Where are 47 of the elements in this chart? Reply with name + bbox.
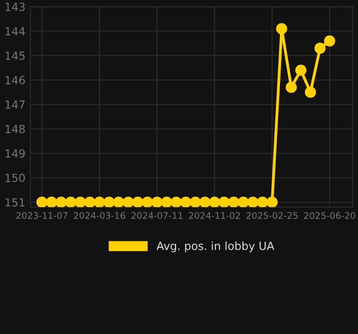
point xyxy=(56,196,67,208)
point xyxy=(218,196,230,208)
point xyxy=(276,23,288,34)
point xyxy=(295,64,306,76)
point xyxy=(247,196,258,208)
point xyxy=(228,196,240,208)
y-tick-label: 151 xyxy=(6,198,25,207)
x-tick-label: 2024-03-16 xyxy=(74,212,126,219)
x-tick-label: 2024-07-11 xyxy=(131,212,182,219)
x-tick-label: 2023-11-07 xyxy=(16,212,68,219)
point xyxy=(286,82,297,93)
point xyxy=(94,196,106,208)
point xyxy=(65,196,76,208)
point xyxy=(199,196,211,208)
point xyxy=(170,196,182,208)
y-tick-label: 145 xyxy=(6,52,25,60)
point xyxy=(46,196,58,208)
point xyxy=(304,86,316,98)
point xyxy=(180,196,192,208)
point xyxy=(113,196,124,208)
point xyxy=(142,196,153,208)
legend-label: Avg. pos. in lobby UA xyxy=(156,241,274,252)
point xyxy=(256,196,268,208)
point xyxy=(84,196,96,208)
x-tick-label: 2025-06-20 xyxy=(304,212,356,219)
y-tick-label: 150 xyxy=(6,174,25,182)
y-tick-label: 144 xyxy=(6,27,25,36)
y-tick-label: 143 xyxy=(6,2,25,12)
point xyxy=(266,196,278,208)
point xyxy=(36,196,48,208)
point xyxy=(324,35,336,46)
point xyxy=(122,196,134,208)
point xyxy=(161,196,172,208)
y-tick-label: 146 xyxy=(6,76,25,84)
point xyxy=(132,196,144,208)
x-tick-label: 2024-11-02 xyxy=(188,212,240,219)
point xyxy=(190,196,201,208)
y-tick-label: 149 xyxy=(6,149,25,158)
point xyxy=(238,196,249,208)
point xyxy=(74,196,86,208)
point xyxy=(151,196,163,208)
point xyxy=(314,42,326,54)
point xyxy=(104,196,115,208)
point xyxy=(208,196,220,208)
y-tick-label: 147 xyxy=(6,100,25,109)
x-tick-label: 2025-02-25 xyxy=(246,212,298,219)
y-tick-label: 148 xyxy=(6,124,25,134)
